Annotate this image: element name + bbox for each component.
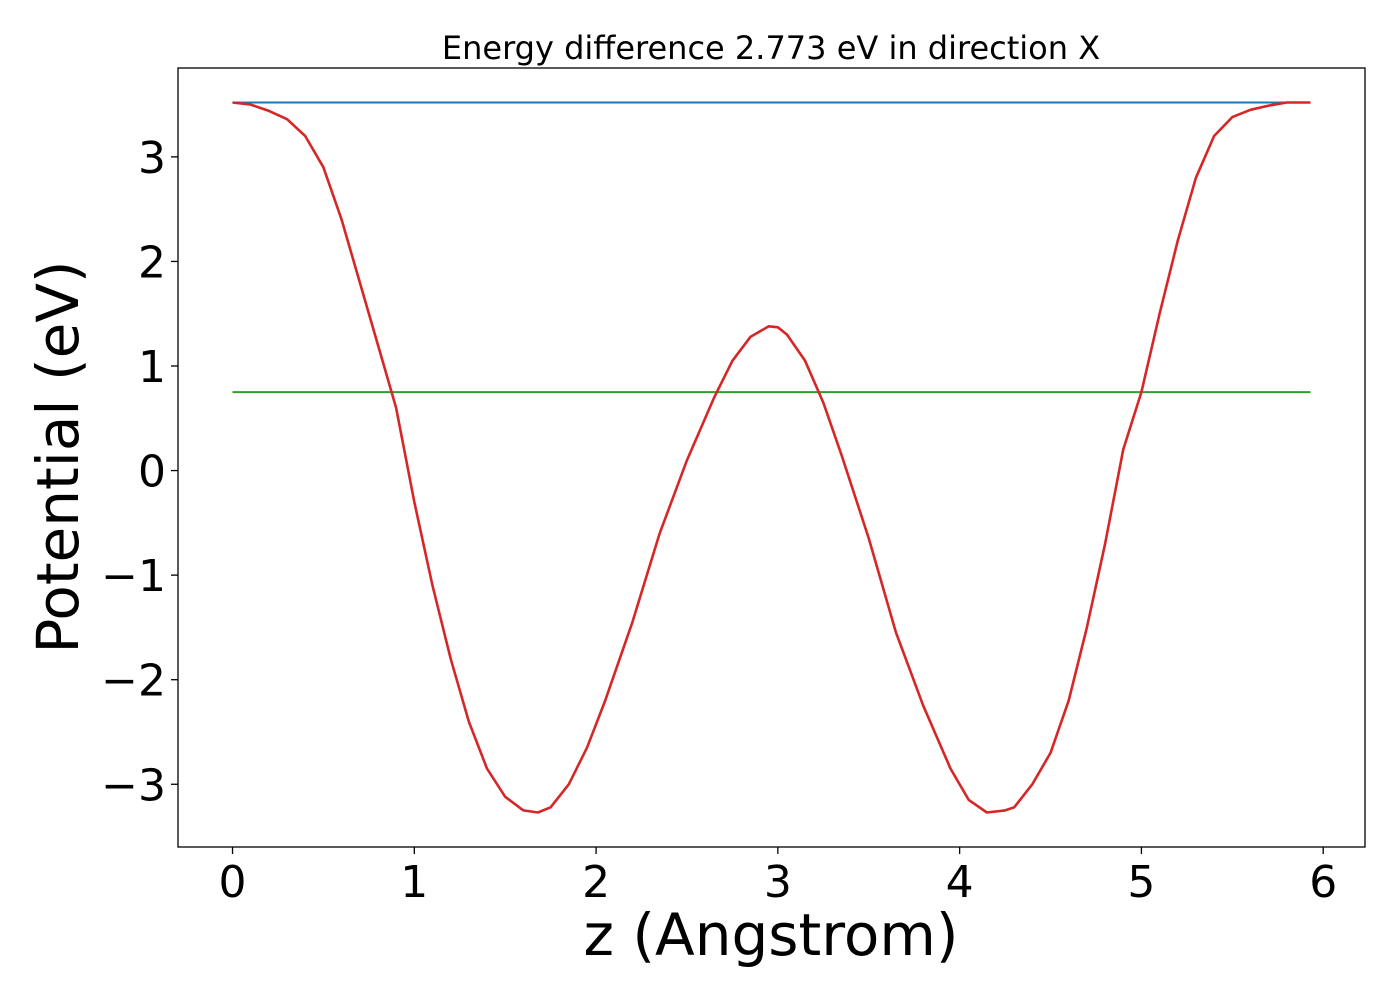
x-tick-label: 1 xyxy=(400,857,428,908)
y-ticks: −3 −2 −1 0 1 2 3 xyxy=(101,133,178,811)
y-tick-label: 2 xyxy=(138,237,166,288)
x-tick-label: 2 xyxy=(582,857,610,908)
chart-title: Energy difference 2.773 eV in direction … xyxy=(442,29,1100,67)
y-tick-label: −2 xyxy=(101,656,166,707)
series-line-2 xyxy=(232,101,1311,814)
y-tick-label: 1 xyxy=(138,342,166,393)
plot-frame xyxy=(177,67,1366,848)
x-ticks: 0 1 2 3 4 5 6 xyxy=(219,847,1337,908)
x-axis-label: z (Angstrom) xyxy=(584,901,959,969)
x-tick-label: 6 xyxy=(1309,857,1337,908)
x-tick-label: 0 xyxy=(219,857,247,908)
y-tick-label: −3 xyxy=(101,760,166,811)
y-tick-label: −1 xyxy=(101,551,166,602)
x-tick-label: 5 xyxy=(1127,857,1155,908)
y-axis-label: Potential (eV) xyxy=(24,260,92,653)
y-tick-label: 0 xyxy=(138,447,166,498)
x-tick-label: 4 xyxy=(946,857,974,908)
series-layer xyxy=(232,101,1311,814)
y-tick-label: 3 xyxy=(138,133,166,184)
x-tick-label: 3 xyxy=(764,857,792,908)
